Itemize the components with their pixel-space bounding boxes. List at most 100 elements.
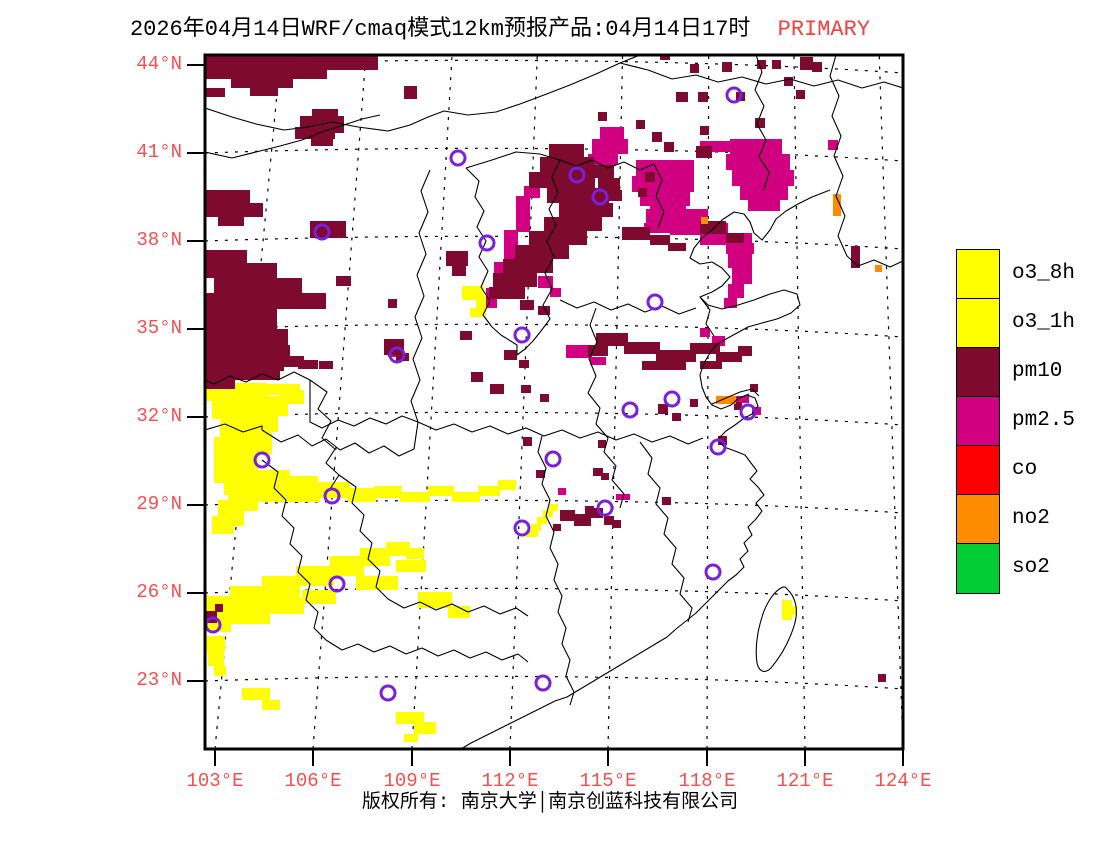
patch-no2 <box>716 396 736 404</box>
patch-pm2_5 <box>732 170 794 186</box>
patch-pm10 <box>215 604 223 612</box>
patch-pm10 <box>757 60 766 69</box>
patch-pm2_5 <box>828 140 838 150</box>
legend-swatch-o3-8h <box>956 248 1000 300</box>
graticule-grid <box>205 55 903 749</box>
boundary-line <box>325 639 529 663</box>
patch-pm10 <box>231 79 293 88</box>
patch-pm10 <box>544 217 602 231</box>
patch-o3 <box>205 636 225 652</box>
patch-pm2_5 <box>700 328 710 337</box>
patch-pm10 <box>404 86 417 99</box>
longitude-gridline <box>878 55 903 749</box>
boundary-line <box>587 307 598 394</box>
latitude-label: 41°N <box>136 141 182 163</box>
patch-pm2_5 <box>524 186 540 198</box>
boundary-line <box>754 55 770 191</box>
longitude-label: 118°E <box>678 770 736 792</box>
legend-label-pm25: pm2.5 <box>1012 409 1076 432</box>
boundary-line <box>417 421 704 445</box>
boundary-line <box>711 388 760 405</box>
patch-pm10 <box>726 233 744 243</box>
latitude-label: 44°N <box>136 53 182 75</box>
patch-pm10 <box>489 287 525 299</box>
patch-pm2_5 <box>590 357 606 365</box>
city-marker-circle <box>323 487 341 505</box>
patch-pm10 <box>658 404 668 414</box>
legend-swatch-pm10 <box>956 346 1000 398</box>
legend-label-co: co <box>1012 458 1038 481</box>
legend-swatch-pm25 <box>956 395 1000 447</box>
latitude-label: 35°N <box>136 317 182 339</box>
patch-pm10 <box>388 299 397 308</box>
longitude-label: 106°E <box>284 770 342 792</box>
longitude-label: 124°E <box>874 770 932 792</box>
city-marker-circle <box>568 166 586 184</box>
patch-pm10 <box>652 132 662 142</box>
boundary-line <box>587 392 625 509</box>
legend-label-so2: so2 <box>1012 556 1050 579</box>
patch-pm10 <box>538 306 550 315</box>
patch-o3 <box>264 598 304 614</box>
patch-pm10 <box>503 259 553 273</box>
legend-label-o3-8h: o3_8h <box>1012 262 1076 285</box>
patch-pm10 <box>262 356 304 367</box>
patch-o3 <box>212 516 234 534</box>
patch-o3 <box>230 586 266 608</box>
patch-pm10 <box>588 345 608 356</box>
boundary-line <box>205 371 311 385</box>
boundary-line <box>559 299 697 315</box>
patch-pm10 <box>700 126 709 135</box>
axis-ticks <box>187 64 904 766</box>
patch-pm10 <box>311 139 333 146</box>
patch-o3 <box>242 688 270 700</box>
city-marker-circle <box>253 451 271 469</box>
city-marker-circle <box>328 575 346 593</box>
patch-pm10 <box>515 245 569 259</box>
patch-pm2_5 <box>726 154 790 170</box>
patch-o3 <box>396 712 424 724</box>
patch-o3 <box>214 666 226 676</box>
patch-pm10 <box>676 92 688 102</box>
patch-o3 <box>250 416 278 432</box>
patch-no2 <box>701 217 708 224</box>
city-marker-circle <box>388 346 406 364</box>
patch-o3 <box>208 652 224 666</box>
patch-pm10 <box>205 365 259 380</box>
patch-pm2_5 <box>644 223 670 233</box>
patch-o3 <box>470 308 486 317</box>
patch-pm10 <box>205 309 277 329</box>
latitude-label: 29°N <box>136 493 182 515</box>
legend-label-no2: no2 <box>1012 507 1050 530</box>
city-markers <box>205 86 757 702</box>
patch-pm10 <box>540 157 594 172</box>
city-marker-circle <box>709 438 727 456</box>
patch-pm10 <box>750 384 758 392</box>
longitude-label: 109°E <box>383 770 441 792</box>
patch-pm10 <box>520 300 534 310</box>
patch-pm10 <box>656 350 696 362</box>
patch-pm10 <box>604 516 614 525</box>
boundary-line <box>261 421 419 457</box>
patch-o3 <box>240 430 272 454</box>
pollutant-patches <box>205 55 886 742</box>
city-marker-circle <box>544 450 562 468</box>
patch-pm2_5 <box>724 298 737 308</box>
patch-o3 <box>531 524 541 531</box>
map-border <box>203 53 905 751</box>
patch-pm10 <box>772 60 781 69</box>
patch-pm10 <box>716 352 742 362</box>
boundary-line <box>387 598 529 617</box>
patch-o3 <box>498 480 516 490</box>
patch-pm10 <box>471 372 483 382</box>
longitude-gridline <box>706 55 710 749</box>
patch-pm10 <box>205 263 277 278</box>
legend-swatch-co <box>956 444 1000 496</box>
legend-label-pm10: pm10 <box>1012 360 1063 383</box>
patch-pm10 <box>612 520 621 528</box>
patch-pm10 <box>596 333 628 346</box>
boundary-line <box>205 55 641 132</box>
patch-pm10 <box>593 468 603 476</box>
boundary-line <box>829 55 903 268</box>
patch-pm10 <box>228 293 326 309</box>
